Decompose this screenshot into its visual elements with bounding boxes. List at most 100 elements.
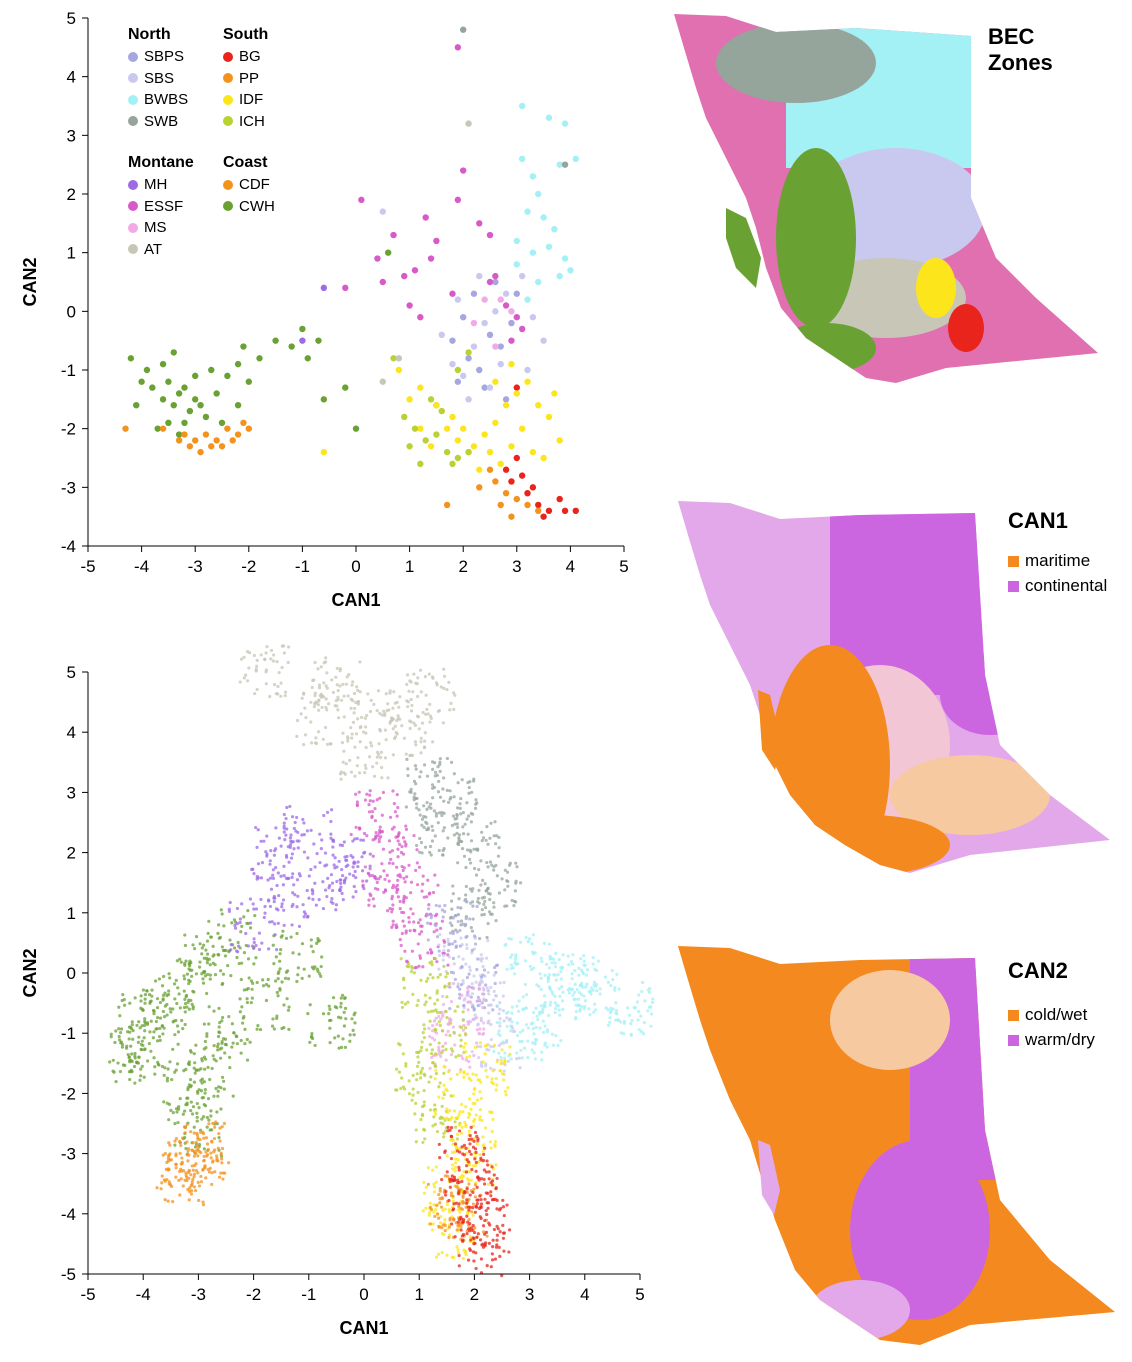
x-tick-label: -3 — [191, 1285, 206, 1304]
data-point — [415, 861, 419, 865]
data-point — [416, 942, 420, 946]
data-point — [465, 355, 472, 362]
data-point — [396, 855, 400, 859]
data-point — [421, 1140, 425, 1145]
data-point — [485, 1212, 489, 1217]
data-point — [437, 811, 442, 815]
data-point — [460, 1102, 464, 1106]
data-point — [321, 906, 325, 911]
data-point — [356, 699, 360, 704]
data-point — [431, 890, 436, 895]
data-point — [506, 1085, 510, 1090]
data-point — [220, 1146, 225, 1151]
data-point — [361, 838, 366, 842]
data-point — [390, 925, 394, 929]
data-point — [426, 712, 430, 716]
data-point — [354, 792, 358, 796]
data-point — [513, 384, 520, 391]
data-point — [438, 757, 442, 761]
data-point — [554, 1006, 558, 1011]
data-point — [362, 831, 367, 836]
data-point — [467, 857, 472, 862]
data-point — [480, 992, 485, 996]
data-point — [540, 454, 547, 462]
data-point — [299, 325, 306, 333]
legend-dot — [223, 94, 233, 105]
data-point — [305, 888, 309, 893]
data-point — [216, 1094, 220, 1098]
data-point — [443, 1129, 448, 1133]
series-bwbs — [513, 102, 579, 303]
data-point — [282, 812, 286, 817]
data-point — [486, 1021, 490, 1025]
data-point — [282, 864, 286, 868]
data-point — [446, 949, 451, 953]
data-point — [192, 1131, 196, 1135]
data-point — [183, 1131, 187, 1135]
data-point — [637, 1028, 641, 1032]
data-point — [490, 1110, 494, 1114]
data-point — [419, 1071, 423, 1075]
data-point — [245, 650, 250, 654]
data-point — [460, 965, 464, 969]
data-point — [480, 1001, 484, 1005]
data-point — [127, 1037, 131, 1041]
data-point — [406, 705, 410, 709]
data-point — [518, 472, 526, 479]
series-bwbs — [492, 933, 655, 1062]
data-point — [402, 736, 407, 740]
data-point — [418, 932, 422, 936]
data-point — [241, 1021, 245, 1025]
data-point — [185, 1122, 189, 1127]
data-point — [356, 702, 360, 706]
data-point — [446, 937, 450, 941]
data-point — [276, 977, 280, 981]
data-point — [197, 1198, 201, 1202]
data-point — [435, 928, 439, 932]
data-point — [368, 864, 372, 868]
data-point — [451, 1138, 455, 1143]
data-point — [373, 819, 378, 823]
data-point — [570, 972, 574, 976]
data-point — [437, 1052, 441, 1056]
data-point — [352, 860, 356, 864]
data-point — [353, 1011, 357, 1015]
data-point — [593, 967, 597, 972]
data-point — [465, 848, 470, 852]
data-point — [295, 734, 299, 738]
data-point — [502, 1069, 506, 1073]
data-point — [255, 980, 259, 985]
data-point — [457, 837, 461, 842]
data-point — [531, 1041, 535, 1045]
data-point — [497, 1012, 501, 1016]
data-point — [508, 1052, 512, 1056]
data-point — [161, 993, 166, 997]
map-title-bec-line: Zones — [988, 50, 1053, 75]
data-point — [534, 1025, 538, 1029]
data-point — [614, 1008, 619, 1013]
data-point — [317, 698, 321, 702]
data-point — [546, 977, 550, 981]
data-point — [440, 813, 444, 818]
data-point — [538, 1012, 542, 1016]
data-point — [352, 691, 357, 696]
data-point — [365, 713, 369, 718]
data-point — [468, 1054, 472, 1058]
data-point — [279, 948, 283, 952]
data-point — [444, 1010, 448, 1014]
data-point — [417, 460, 424, 468]
data-point — [473, 1086, 477, 1091]
data-point — [247, 976, 251, 980]
data-point — [513, 889, 517, 893]
data-point — [353, 869, 357, 874]
data-point — [191, 1007, 195, 1011]
data-point — [368, 793, 372, 797]
data-point — [189, 1192, 194, 1196]
data-point — [239, 657, 244, 661]
data-point — [194, 1188, 198, 1193]
data-point — [197, 1068, 201, 1072]
y-axis-label: CAN2 — [20, 257, 40, 306]
data-point — [129, 1044, 133, 1048]
data-point — [608, 1016, 612, 1020]
data-point — [345, 735, 350, 739]
